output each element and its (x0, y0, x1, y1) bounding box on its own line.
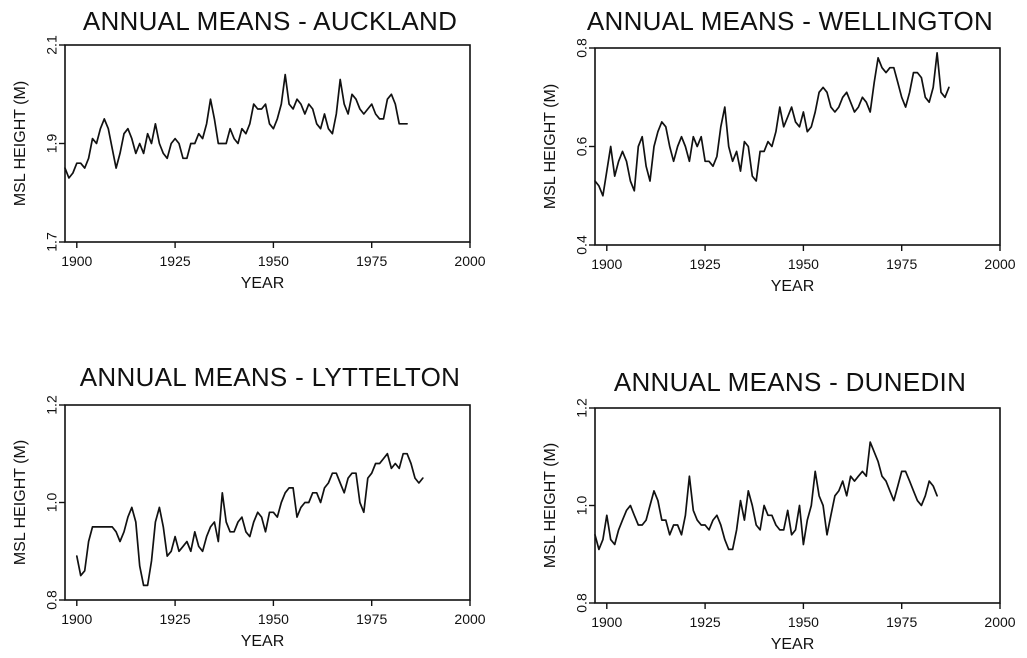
series-line (594, 52, 950, 197)
y-tick-label: 0.8 (574, 38, 590, 58)
x-axis-label: YEAR (241, 633, 285, 650)
x-tick-label: 2000 (454, 611, 485, 627)
chart-auckland: ANNUAL MEANS - AUCKLAND 1900 1925 1950 1975… (0, 0, 500, 320)
chart-lyttelton: ANNUAL MEANS - LYTTELTON 1900 1925 1950 197… (0, 330, 500, 650)
y-tick-label: 0.6 (574, 137, 590, 157)
chart-wellington: ANNUAL MEANS - WELLINGTON 1900 1925 1950 19… (520, 0, 1020, 320)
x-tick-label: 1900 (591, 614, 622, 630)
x-tick-label: 2000 (454, 253, 485, 269)
y-tick-label: 1.7 (44, 232, 60, 252)
x-tick-label: 1975 (356, 611, 387, 627)
series-line (64, 73, 408, 179)
x-tick-label: 1950 (788, 614, 819, 630)
x-tick-label: 1975 (886, 614, 917, 630)
chart-title: ANNUAL MEANS - LYTTELTON (79, 362, 461, 392)
y-axis-label: MSL HEIGHT (M) (12, 440, 29, 565)
y-tick-label: 1.9 (44, 134, 60, 154)
y-axis-label: MSL HEIGHT (M) (12, 81, 29, 206)
series-line (594, 441, 938, 551)
y-axis-label: MSL HEIGHT (M) (542, 84, 559, 209)
y-tick-label: 1.2 (44, 395, 60, 415)
x-tick-label: 1925 (160, 253, 191, 269)
y-tick-label: 0.4 (574, 235, 590, 255)
y-tick-label: 1.0 (574, 496, 590, 516)
x-tick-label: 1950 (258, 611, 289, 627)
y-axis-label: MSL HEIGHT (M) (542, 443, 559, 568)
x-tick-label: 1900 (61, 611, 92, 627)
x-tick-label: 1925 (690, 614, 721, 630)
x-tick-label: 1925 (690, 256, 721, 272)
plot-area: 1900 1925 1950 1975 2000 1.7 1.9 2.1 YEAR MSL HEI… (12, 35, 486, 292)
x-tick-label: 1900 (61, 253, 92, 269)
plot-frame (64, 44, 471, 243)
y-tick-label: 1.2 (574, 398, 590, 418)
series-line (75, 452, 424, 587)
plot-area: 1900 1925 1950 1975 2000 0.4 0.6 0.8 YEAR MSL HEI… (542, 38, 1016, 295)
x-tick-label: 2000 (984, 256, 1015, 272)
chart-title: ANNUAL MEANS - AUCKLAND (82, 6, 458, 36)
x-tick-label: 1975 (356, 253, 387, 269)
x-tick-label: 1900 (591, 256, 622, 272)
x-tick-label: 1950 (258, 253, 289, 269)
plot-frame (594, 407, 1001, 604)
y-tick-label: 0.8 (574, 593, 590, 613)
plot-frame (64, 404, 471, 601)
y-tick-label: 1.0 (44, 493, 60, 513)
chart-dunedin: ANNUAL MEANS - DUNEDIN 1900 1925 1950 1975 2… (520, 330, 1020, 653)
x-axis-label: YEAR (771, 278, 815, 295)
y-tick-label: 2.1 (44, 35, 60, 55)
y-tick-label: 0.8 (44, 590, 60, 610)
x-tick-label: 1925 (160, 611, 191, 627)
x-tick-label: 1950 (788, 256, 819, 272)
x-tick-label: 2000 (984, 614, 1015, 630)
plot-area: 1900 1925 1950 1975 2000 0.8 1.0 1.2 YEAR MSL HEI… (12, 395, 486, 650)
chart-title: ANNUAL MEANS - DUNEDIN (613, 367, 967, 397)
x-axis-label: YEAR (771, 636, 815, 653)
x-tick-label: 1975 (886, 256, 917, 272)
plot-area: 1900 1925 1950 1975 2000 0.8 1.0 1.2 YEAR MSL HEI… (542, 398, 1016, 653)
chart-title: ANNUAL MEANS - WELLINGTON (586, 6, 994, 36)
x-axis-label: YEAR (241, 275, 285, 292)
